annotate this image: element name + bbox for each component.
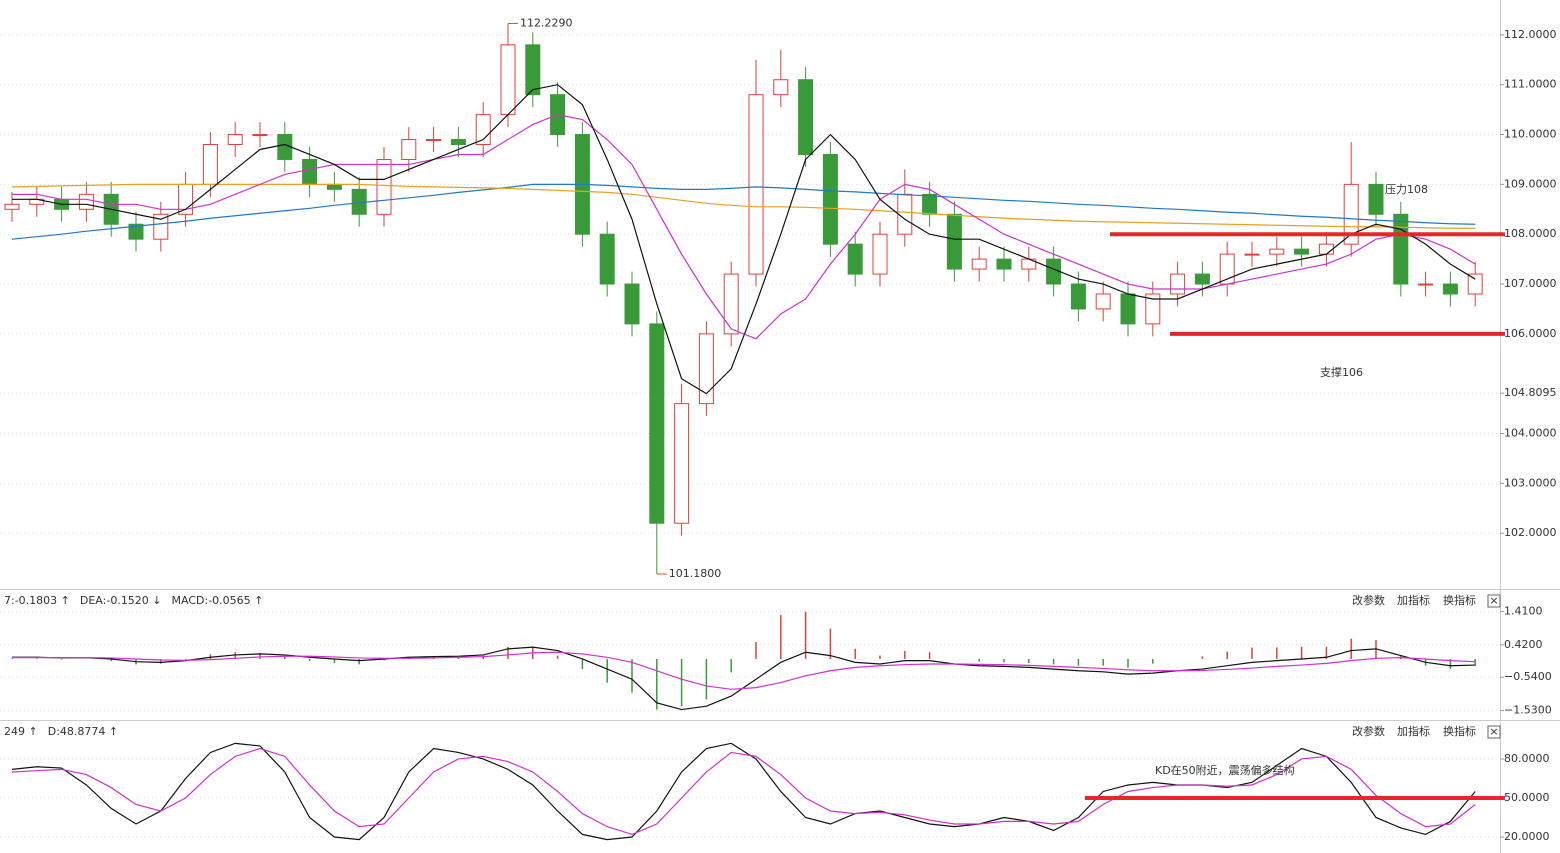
candle-body xyxy=(649,323,665,524)
indicator-value: D:48.8774 ↑ xyxy=(48,725,118,738)
candle-body xyxy=(1170,273,1186,295)
candle-body xyxy=(227,134,243,146)
candle-body xyxy=(698,333,714,405)
candle-body xyxy=(1194,273,1210,285)
indicator-line xyxy=(11,183,1476,240)
y-tick-label: 112.0000 xyxy=(1504,28,1557,41)
level-label: KD在50附近，震荡偏多结构 xyxy=(1155,763,1295,777)
indicator-line xyxy=(12,113,1476,340)
y-tick-label: 107.0000 xyxy=(1504,277,1557,290)
indicator-line xyxy=(12,651,1476,690)
extreme-label: 101.1800 xyxy=(669,567,722,580)
candle-body xyxy=(1318,243,1334,255)
y-tick-label: −1.5300 xyxy=(1504,704,1552,717)
y-tick-label: 109.0000 xyxy=(1504,177,1557,190)
candle-body xyxy=(822,153,838,245)
close-box[interactable] xyxy=(1487,725,1501,739)
y-tick-label: 1.4100 xyxy=(1504,604,1543,617)
candle-body xyxy=(500,44,516,116)
candle-body xyxy=(426,139,442,142)
candle-body xyxy=(153,213,169,240)
candle-body xyxy=(599,233,615,285)
indicator-value: 7:-0.1803 ↑ xyxy=(4,594,70,607)
candle-body xyxy=(401,139,417,160)
candle-body xyxy=(326,183,342,190)
indicator-line xyxy=(12,646,1476,711)
candle-body xyxy=(1145,293,1161,325)
candle-body xyxy=(128,223,144,240)
candle-body xyxy=(1244,253,1260,256)
indicator-button[interactable]: 加指标 xyxy=(1397,724,1430,738)
candle-body xyxy=(946,213,962,270)
y-tick-label: −0.5400 xyxy=(1504,670,1552,683)
candle-body xyxy=(1294,248,1310,255)
y-tick-label: 102.0000 xyxy=(1504,526,1557,539)
candle-body xyxy=(674,403,690,524)
candle-body xyxy=(897,193,913,235)
candle-body xyxy=(1442,283,1458,295)
y-tick-label: 104.0000 xyxy=(1504,427,1557,440)
candle-body xyxy=(971,258,987,270)
candle-body xyxy=(202,144,218,185)
candle-body xyxy=(475,114,491,146)
candle-body xyxy=(376,158,392,215)
candle-body xyxy=(1343,183,1359,245)
y-tick-label: 20.0000 xyxy=(1504,830,1550,843)
candle-body xyxy=(1393,213,1409,285)
candle-body xyxy=(1095,293,1111,310)
candle-body xyxy=(798,79,814,155)
y-tick-label: 104.8095 xyxy=(1504,386,1557,399)
candle-body xyxy=(847,243,863,275)
extreme-label: 112.2290 xyxy=(520,16,573,29)
candle-body xyxy=(996,258,1012,270)
candle-body xyxy=(525,44,541,96)
y-tick-label: 0.4200 xyxy=(1504,638,1543,651)
indicator-line xyxy=(11,183,1476,229)
close-button[interactable]: × xyxy=(1489,725,1498,738)
indicator-value: 249 ↑ xyxy=(4,725,38,738)
y-tick-label: 111.0000 xyxy=(1504,78,1557,91)
candle-body xyxy=(1467,273,1483,295)
indicator-value: DEA:-0.1520 ↓ xyxy=(80,594,162,607)
candle-body xyxy=(1070,283,1086,310)
indicator-value: MACD:-0.0565 ↑ xyxy=(172,594,264,607)
close-box[interactable] xyxy=(1487,594,1501,608)
y-tick-label: 106.0000 xyxy=(1504,327,1557,340)
candle-body xyxy=(78,193,94,210)
level-label: 压力108 xyxy=(1385,183,1428,196)
indicator-line xyxy=(12,84,1476,395)
candle-body xyxy=(252,134,268,137)
candle-body xyxy=(922,193,938,215)
candle-body xyxy=(1269,248,1285,255)
close-button[interactable]: × xyxy=(1489,594,1498,607)
indicator-button[interactable]: 换指标 xyxy=(1443,593,1476,607)
candle-body xyxy=(450,139,466,146)
indicator-button[interactable]: 改参数 xyxy=(1352,724,1385,738)
y-tick-label: 108.0000 xyxy=(1504,227,1557,240)
candle-body xyxy=(748,94,764,275)
candle-body xyxy=(723,273,739,335)
candle-body xyxy=(302,158,318,185)
candle-body xyxy=(773,79,789,96)
indicator-button[interactable]: 换指标 xyxy=(1443,724,1476,738)
y-tick-label: 50.0000 xyxy=(1504,791,1550,804)
y-tick-label: 80.0000 xyxy=(1504,752,1550,765)
indicator-button[interactable]: 加指标 xyxy=(1397,593,1430,607)
indicator-button[interactable]: 改参数 xyxy=(1352,593,1385,607)
candle-body xyxy=(1368,183,1384,215)
level-label: 支撑106 xyxy=(1320,365,1363,379)
y-tick-label: 110.0000 xyxy=(1504,128,1557,141)
indicator-line xyxy=(11,747,1476,836)
indicator-line xyxy=(11,742,1476,841)
candle-body xyxy=(872,233,888,275)
candle-body xyxy=(624,283,640,325)
y-tick-label: 103.0000 xyxy=(1504,476,1557,489)
candle-body xyxy=(1120,293,1136,325)
candle-body xyxy=(4,203,20,210)
candle-body xyxy=(1418,283,1434,286)
